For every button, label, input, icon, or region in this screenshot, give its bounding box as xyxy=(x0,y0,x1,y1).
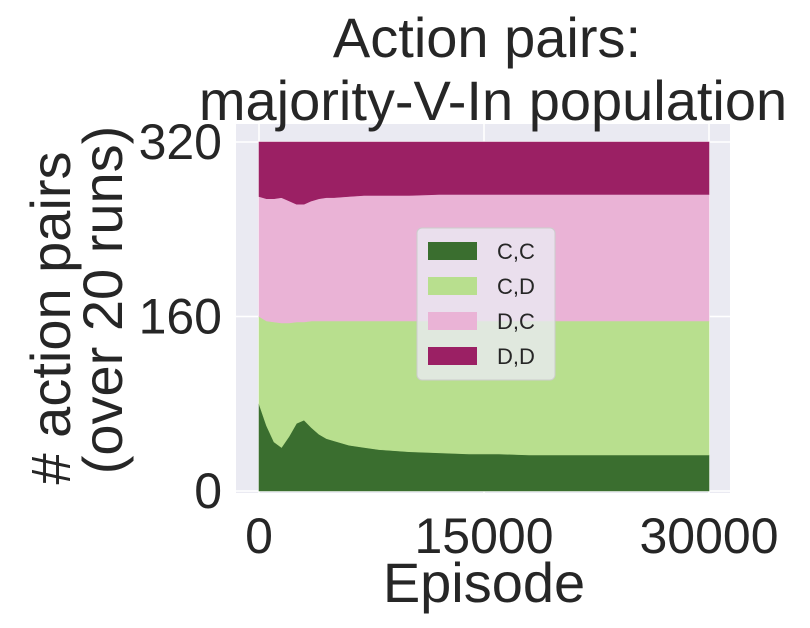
x-tick-label: 30000 xyxy=(639,508,778,564)
y-axis-label-line-2: (over 20 runs) xyxy=(71,126,134,475)
x-axis-label: Episode xyxy=(383,551,585,614)
legend-label: D,C xyxy=(497,309,535,334)
legend-label: C,C xyxy=(497,239,535,264)
x-tick-label: 15000 xyxy=(414,508,553,564)
legend-swatch xyxy=(428,242,477,260)
legend-swatch xyxy=(428,277,477,295)
chart-title-line-1: Action pairs: xyxy=(333,6,641,69)
legend-label: D,D xyxy=(497,344,535,369)
legend: C,C C,D D,C D,D xyxy=(416,227,556,381)
tick-layer: 0 15000 30000 0 160 320 xyxy=(139,114,779,564)
y-tick-label: 0 xyxy=(194,463,222,519)
area-series-d-d xyxy=(258,141,710,205)
legend-entries: C,C C,D D,C D,D xyxy=(428,239,535,369)
x-tick-label: 0 xyxy=(245,508,273,564)
legend-label: C,D xyxy=(497,274,535,299)
legend-swatch xyxy=(428,347,477,365)
y-tick-label: 320 xyxy=(139,114,222,170)
y-axis-label-line-1: # action pairs xyxy=(19,151,82,484)
y-tick-label: 160 xyxy=(139,289,222,345)
legend-frame xyxy=(416,227,556,381)
chart-title-line-2: majority-V-In population xyxy=(199,69,787,132)
legend-swatch xyxy=(428,312,477,330)
